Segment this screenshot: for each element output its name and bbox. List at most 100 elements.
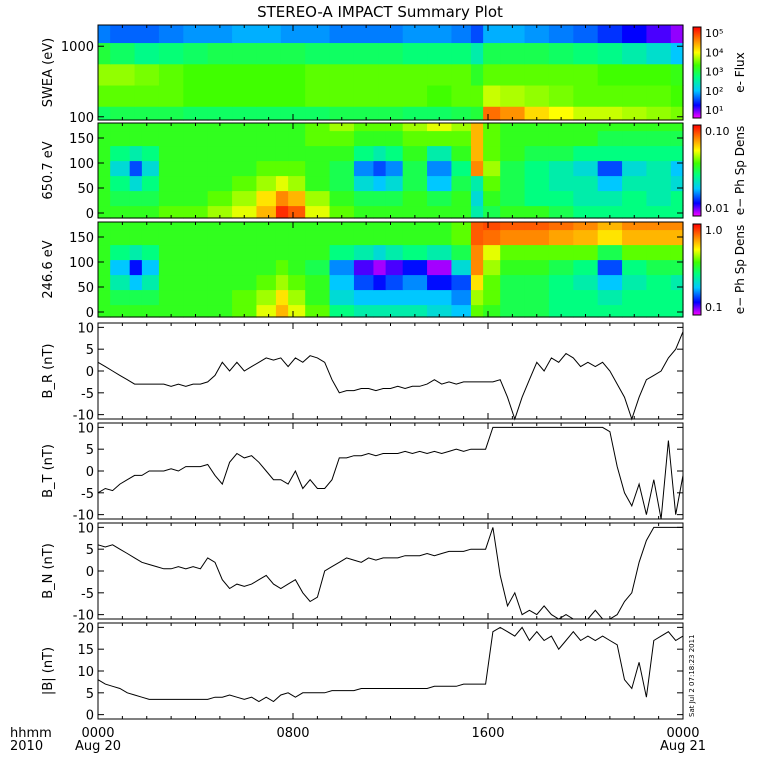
heatmap-cell bbox=[141, 130, 160, 147]
heatmap-cell bbox=[483, 42, 501, 65]
heatmap-cell bbox=[451, 123, 472, 132]
heatmap-cell bbox=[597, 304, 623, 318]
heatmap-cell bbox=[110, 63, 136, 86]
heatmap-cell bbox=[305, 123, 331, 132]
heatmap-cell bbox=[548, 25, 574, 44]
heatmap-cell bbox=[329, 123, 355, 132]
heatmap-cell bbox=[402, 130, 428, 147]
y-tick-label: 0 bbox=[86, 207, 94, 222]
heatmap-cell bbox=[451, 244, 472, 261]
y-tick-label: 10 bbox=[77, 321, 94, 336]
heatmap-cell bbox=[288, 205, 306, 219]
heatmap-cell bbox=[305, 229, 331, 246]
heatmap-cell bbox=[183, 304, 209, 318]
heatmap-cell bbox=[158, 106, 184, 121]
heatmap-cell bbox=[597, 160, 623, 177]
heatmap-cell bbox=[353, 145, 375, 162]
heatmap-cell bbox=[385, 160, 404, 177]
heatmap-cell bbox=[110, 123, 131, 132]
heatmap-cell bbox=[573, 190, 599, 207]
heatmap-cell bbox=[110, 42, 136, 65]
heatmap-cell bbox=[110, 160, 131, 177]
heatmap-cell bbox=[183, 222, 209, 231]
heatmap-cell bbox=[402, 229, 428, 246]
heatmap-cell bbox=[129, 123, 143, 132]
heatmap-cell bbox=[110, 145, 131, 162]
colorbar-tick-label: 10² bbox=[705, 85, 723, 98]
heatmap-cell bbox=[548, 175, 574, 192]
heatmap-cell bbox=[573, 123, 599, 132]
heatmap-cell bbox=[622, 304, 648, 318]
heatmap-cell bbox=[470, 222, 484, 231]
heatmap-cell bbox=[329, 130, 355, 147]
heatmap-cell bbox=[548, 229, 574, 246]
heatmap-cell bbox=[622, 84, 648, 107]
heatmap-cell bbox=[110, 274, 131, 291]
heatmap-cell bbox=[158, 123, 184, 132]
heatmap-cell bbox=[141, 175, 160, 192]
heatmap-cell bbox=[98, 25, 111, 44]
heatmap-cell bbox=[305, 145, 331, 162]
heatmap-cell bbox=[548, 130, 574, 147]
heatmap-cell bbox=[98, 160, 111, 177]
y-tick-label: 5 bbox=[86, 443, 94, 458]
heatmap-cell bbox=[373, 259, 387, 276]
heatmap-cell bbox=[183, 244, 209, 261]
heatmap-cell bbox=[288, 244, 306, 261]
heatmap-cell bbox=[500, 190, 526, 207]
heatmap-cell bbox=[483, 25, 501, 44]
heatmap-cell bbox=[470, 63, 484, 86]
heatmap-cell bbox=[329, 63, 355, 86]
heatmap-cell bbox=[275, 274, 289, 291]
heatmap-cell bbox=[232, 222, 258, 231]
heatmap-cell bbox=[524, 145, 550, 162]
heatmap-cell bbox=[129, 130, 143, 147]
heatmap-cell bbox=[548, 222, 574, 231]
heatmap-cell bbox=[670, 244, 684, 261]
heatmap-cell bbox=[329, 145, 355, 162]
heatmap-cell bbox=[158, 130, 184, 147]
colorbar-tick-label: 10⁵ bbox=[705, 27, 723, 40]
heatmap-cell bbox=[451, 145, 472, 162]
heatmap-cell bbox=[98, 289, 111, 306]
heatmap-cell bbox=[232, 244, 258, 261]
heatmap-cell bbox=[288, 229, 306, 246]
heatmap-cell bbox=[373, 160, 387, 177]
y-tick-label: 15 bbox=[77, 643, 94, 658]
heatmap-cell bbox=[427, 229, 453, 246]
heatmap-cell bbox=[597, 25, 623, 44]
heatmap-cell bbox=[207, 130, 233, 147]
heatmap-cell bbox=[329, 84, 355, 107]
heatmap-cell bbox=[353, 244, 375, 261]
heatmap-cell bbox=[275, 222, 289, 231]
heatmap-cell bbox=[373, 175, 387, 192]
heatmap-cell bbox=[329, 304, 355, 318]
heatmap-cell bbox=[141, 274, 160, 291]
heatmap-cell bbox=[524, 259, 550, 276]
heatmap-cell bbox=[573, 259, 599, 276]
heatmap-cell bbox=[288, 175, 306, 192]
heatmap-cell bbox=[402, 25, 428, 44]
heatmap-cell bbox=[500, 160, 526, 177]
heatmap-cell bbox=[256, 84, 282, 107]
heatmap-cell bbox=[483, 145, 501, 162]
heatmap-cell bbox=[329, 205, 355, 219]
heatmap-cell bbox=[483, 244, 501, 261]
heatmap-cell bbox=[232, 42, 258, 65]
series-line bbox=[97, 331, 684, 421]
heatmap-cell bbox=[483, 160, 501, 177]
heatmap-cell bbox=[232, 175, 258, 192]
heatmap-cell bbox=[451, 304, 472, 318]
heatmap-cell bbox=[232, 229, 258, 246]
heatmap-cell bbox=[470, 229, 484, 246]
heatmap-cell bbox=[110, 84, 136, 107]
heatmap-cell bbox=[129, 244, 143, 261]
heatmap-cell bbox=[256, 145, 277, 162]
heatmap-cell bbox=[622, 63, 648, 86]
heatmap-cell bbox=[597, 84, 623, 107]
heatmap-cell bbox=[524, 229, 550, 246]
heatmap-cell bbox=[280, 25, 306, 44]
heatmap-cell bbox=[646, 289, 672, 306]
heatmap-cell bbox=[275, 244, 289, 261]
heatmap-cell bbox=[597, 229, 623, 246]
